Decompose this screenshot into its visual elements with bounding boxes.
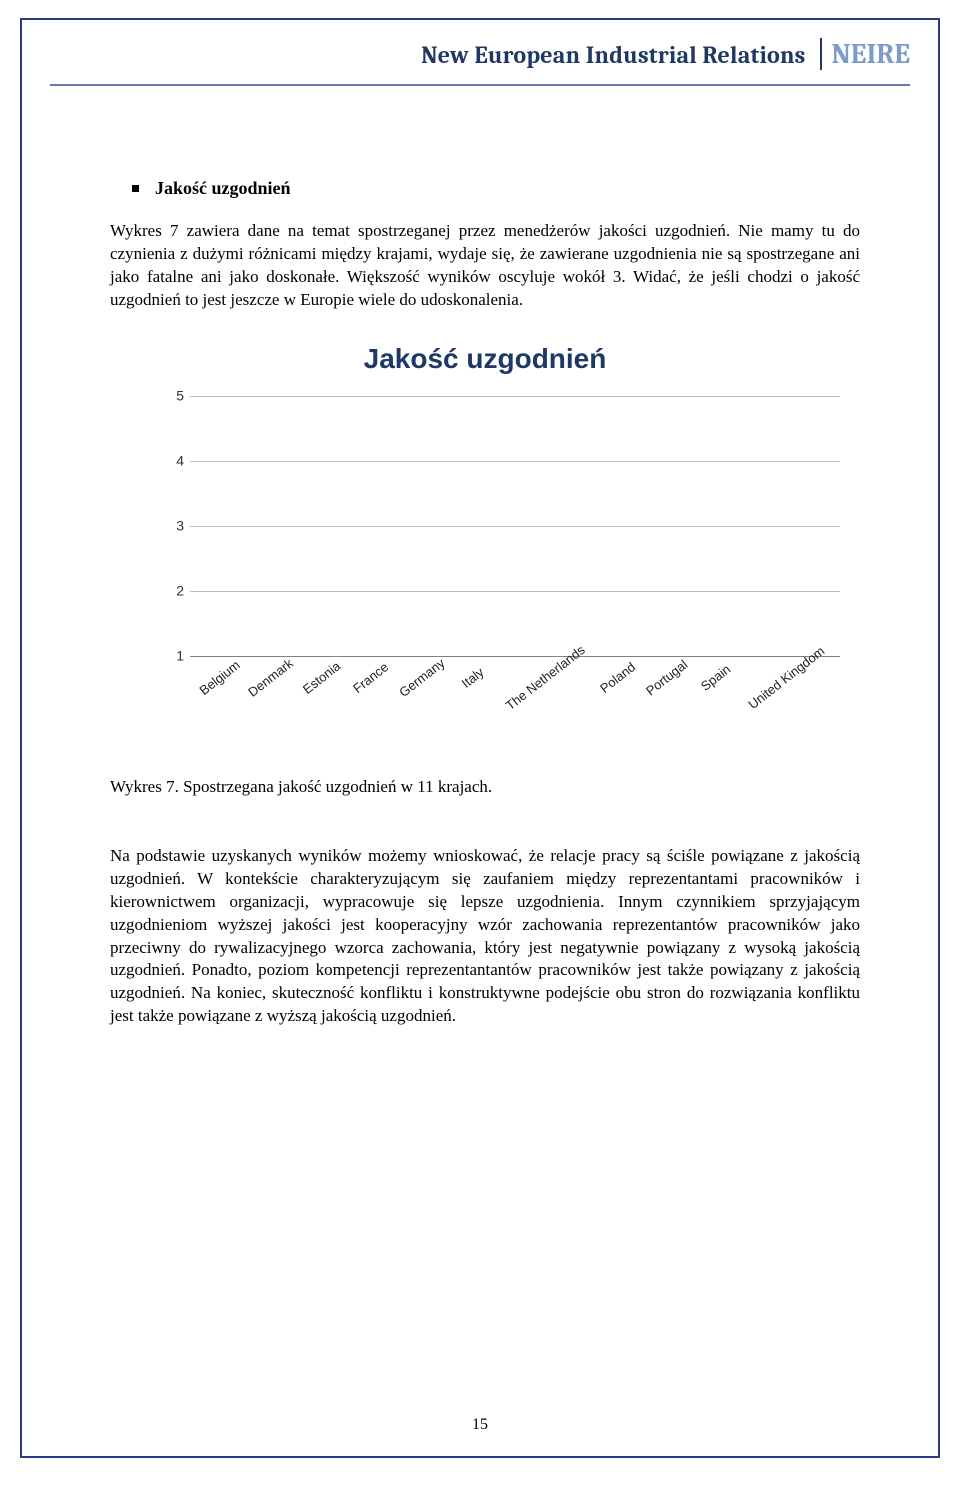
- doc-header: New European Industrial Relations NEIRE: [22, 20, 938, 76]
- chart-plot: 12345: [190, 396, 840, 656]
- chart-y-tick: 1: [160, 646, 184, 665]
- bullet-heading: Jakość uzgodnień: [132, 176, 860, 200]
- chart-bars: [190, 396, 840, 656]
- chart-area: 12345 BelgiumDenmarkEstoniaFranceGermany…: [150, 396, 850, 736]
- chart-caption: Wykres 7. Spostrzegana jakość uzgodnień …: [110, 776, 860, 799]
- chart-title: Jakość uzgodnień: [110, 340, 860, 378]
- bullet-icon: [132, 185, 139, 192]
- page-frame: New European Industrial Relations NEIRE …: [20, 18, 940, 1458]
- chart-container: Jakość uzgodnień 12345 BelgiumDenmarkEst…: [110, 340, 860, 736]
- bullet-label: Jakość uzgodnień: [155, 176, 291, 200]
- chart-y-tick: 2: [160, 581, 184, 600]
- chart-y-tick: 3: [160, 516, 184, 535]
- paragraph-2: Na podstawie uzyskanych wyników możemy w…: [110, 845, 860, 1029]
- page-number: 15: [22, 1416, 938, 1434]
- paragraph-1: Wykres 7 zawiera dane na temat spostrzeg…: [110, 220, 860, 312]
- content-area: Jakość uzgodnień Wykres 7 zawiera dane n…: [22, 86, 938, 1028]
- chart-y-tick: 4: [160, 451, 184, 470]
- chart-y-tick: 5: [160, 386, 184, 405]
- header-acronym: NEIRE: [820, 38, 910, 70]
- header-title: New European Industrial Relations: [421, 41, 805, 69]
- chart-x-labels: BelgiumDenmarkEstoniaFranceGermanyItalyT…: [190, 656, 840, 736]
- chart-x-label: United Kingdom: [745, 642, 867, 762]
